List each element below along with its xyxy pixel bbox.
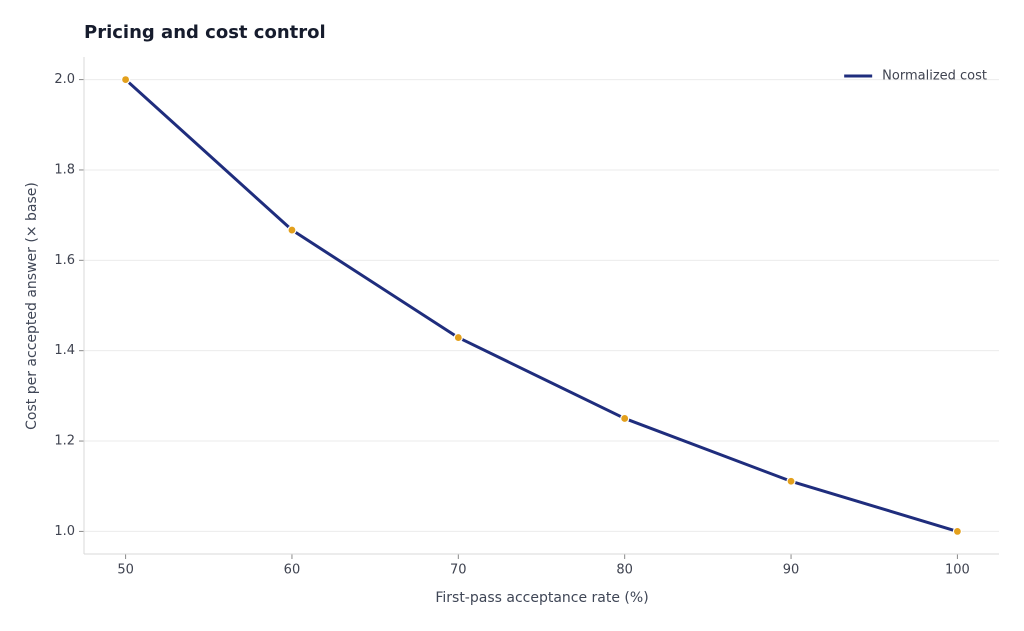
data-point	[120, 74, 131, 85]
y-tick-label: 2.0	[54, 72, 75, 87]
data-point	[287, 225, 297, 235]
y-tick-label: 1.0	[54, 524, 75, 539]
x-tick-label: 100	[945, 563, 970, 578]
x-tick-label: 80	[616, 563, 633, 578]
data-point	[786, 476, 796, 486]
y-tick-label: 1.4	[54, 343, 75, 358]
data-point	[952, 526, 963, 537]
data-point	[620, 413, 630, 424]
y-tick-label: 1.8	[54, 162, 75, 177]
x-tick-label: 90	[783, 563, 800, 578]
y-tick-label: 1.6	[54, 253, 75, 268]
data-point	[453, 332, 463, 343]
chart-title: Pricing and cost control	[84, 22, 326, 43]
y-tick-label: 1.2	[54, 434, 75, 449]
x-tick-label: 70	[450, 563, 467, 578]
y-axis-label: Cost per accepted answer (× base)	[24, 182, 40, 430]
legend-label: Normalized cost	[882, 69, 987, 84]
x-tick-label: 50	[117, 563, 134, 578]
x-tick-label: 60	[284, 563, 301, 578]
series-line	[124, 78, 958, 533]
x-axis-label: First-pass acceptance rate (%)	[435, 590, 648, 606]
